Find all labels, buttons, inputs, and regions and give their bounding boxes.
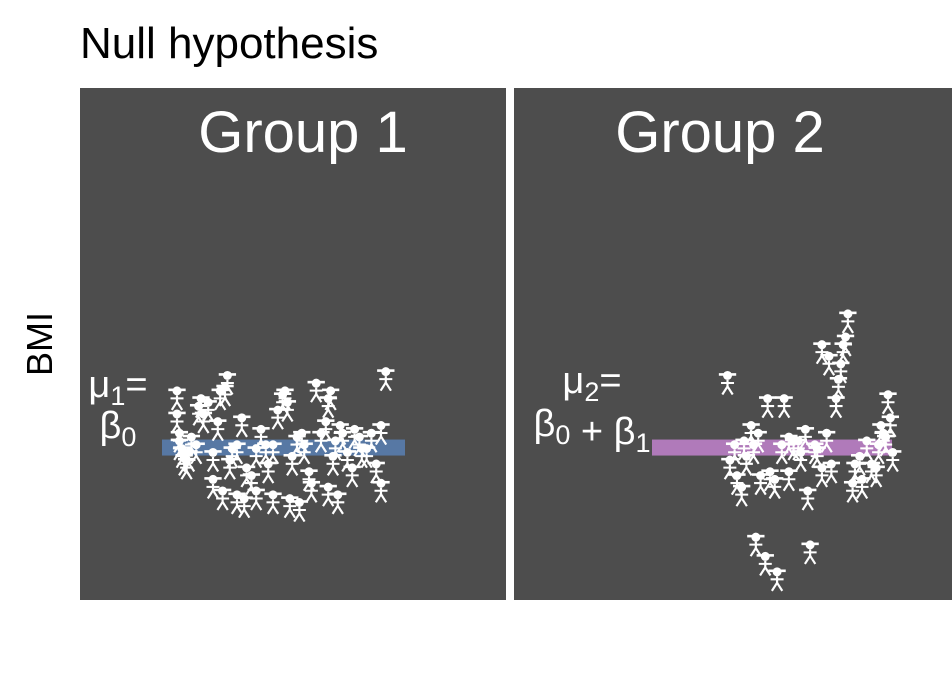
mean-equation-line-1: μ1= [88, 364, 147, 411]
mean-equation-line-2: β0 [100, 405, 137, 452]
mean-equation-line-1: μ2= [562, 360, 621, 407]
mean-annotation: μ1=β0 [88, 364, 147, 452]
chart-title: Null hypothesis [80, 19, 378, 68]
facet-label: Group 2 [615, 100, 825, 165]
mean-bar [652, 439, 892, 456]
facet-panel-group-2: Group 2 μ2=β0 + β1 [514, 88, 952, 600]
mean-layer [652, 439, 892, 456]
facet-label: Group 1 [198, 100, 408, 165]
panel-background [514, 88, 952, 600]
mean-annotation: μ2=β0 + β1 [533, 360, 650, 458]
facet-panel-group-1: Group 1 μ1=β0 [80, 88, 506, 600]
y-axis-label: BMI [19, 312, 60, 376]
mean-equation-line-2: β0 + β1 [533, 403, 650, 458]
